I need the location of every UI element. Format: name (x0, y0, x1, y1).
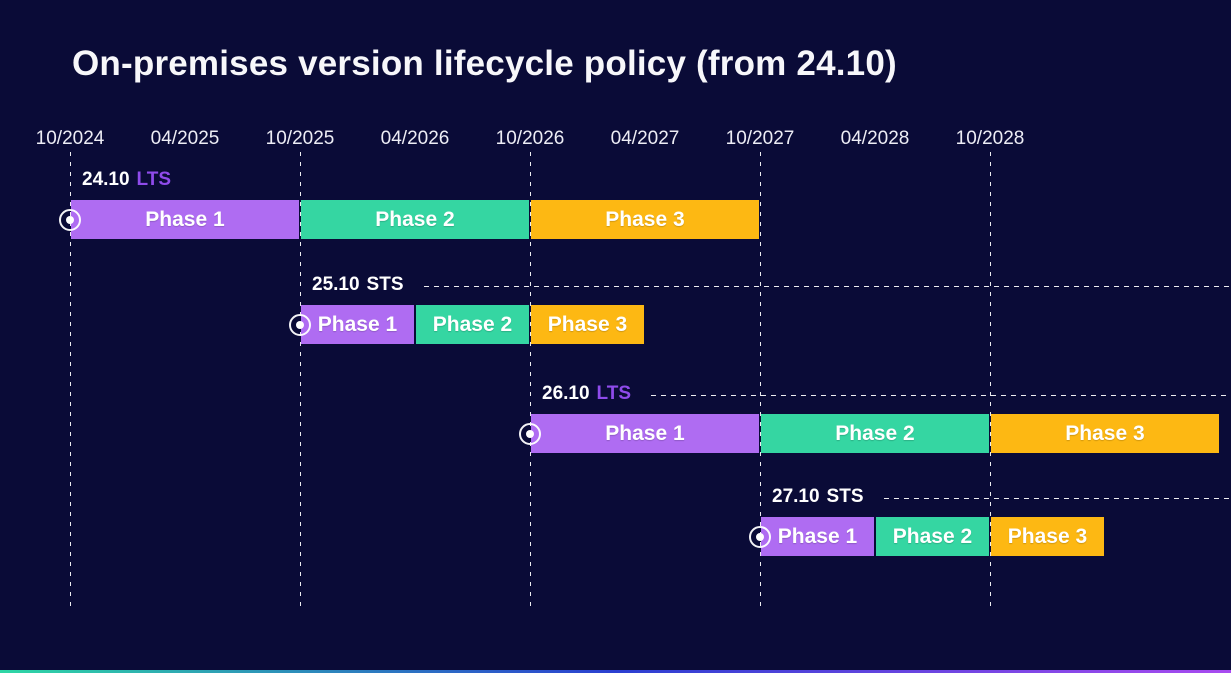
footer-gradient-strip (0, 670, 1231, 673)
phase-bar-1: Phase 1 (531, 414, 759, 453)
phase-label: Phase 2 (432, 312, 513, 336)
release-version: 26.10 (542, 383, 590, 404)
release-point-dot (526, 429, 534, 438)
phase-bar-3: Phase 3 (991, 414, 1219, 453)
axis-tick-label: 04/2025 (150, 128, 220, 149)
phase-bar-2: Phase 2 (876, 517, 989, 556)
release-point-dot (756, 532, 764, 541)
phase-label: Phase 1 (777, 524, 858, 548)
axis-tick-label: 04/2026 (380, 128, 450, 149)
phase-bar-2: Phase 2 (416, 305, 529, 344)
gridline-october (300, 152, 302, 612)
phase-label: Phase 3 (605, 207, 685, 231)
phase-label: Phase 2 (375, 207, 455, 231)
phase-bar-3: Phase 3 (531, 305, 644, 344)
axis-tick-label: 10/2024 (35, 128, 105, 149)
phase-label: Phase 1 (145, 207, 225, 231)
phase-label: Phase 3 (1007, 524, 1088, 548)
release-point-icon (519, 422, 541, 445)
release-point-dot (296, 320, 304, 329)
release-version: 25.10 (312, 274, 360, 295)
phase-bar-1: Phase 1 (301, 305, 414, 344)
release-point-icon (59, 208, 81, 231)
phase-bar-3: Phase 3 (531, 200, 759, 239)
gridline-october (530, 152, 532, 612)
phase-label: Phase 1 (317, 312, 398, 336)
phase-label: Phase 1 (605, 421, 685, 445)
release-point-icon (749, 525, 771, 548)
support-extension-dashed-line (651, 394, 1231, 396)
phase-bar-1: Phase 1 (71, 200, 299, 239)
phase-bar-2: Phase 2 (301, 200, 529, 239)
axis-tick-label: 10/2025 (265, 128, 335, 149)
release-channel: LTS (136, 169, 172, 190)
axis-tick-label: 04/2027 (610, 128, 680, 149)
release-label: 24.10 LTS (82, 168, 1231, 192)
axis-tick-label: 10/2027 (725, 128, 795, 149)
phase-bar-2: Phase 2 (761, 414, 989, 453)
phase-label: Phase 3 (1065, 421, 1145, 445)
release-version: 27.10 (772, 486, 820, 507)
axis-tick-label: 10/2026 (495, 128, 565, 149)
release-label: 26.10 LTS (542, 382, 1231, 406)
release-channel: STS (826, 486, 864, 507)
release-label: 25.10 STS (312, 273, 1231, 297)
phase-bar-3: Phase 3 (991, 517, 1104, 556)
release-channel: STS (366, 274, 404, 295)
chart-title: On-premises version lifecycle policy (fr… (72, 44, 897, 83)
axis-tick-label: 10/2028 (955, 128, 1025, 149)
release-label: 27.10 STS (772, 485, 1231, 509)
release-channel: LTS (596, 383, 632, 404)
gridline-october (70, 152, 72, 612)
gridline-october (990, 152, 992, 612)
support-extension-dashed-line (883, 497, 1231, 499)
phase-label: Phase 3 (547, 312, 628, 336)
release-version: 24.10 (82, 169, 130, 190)
axis-tick-label: 04/2028 (840, 128, 910, 149)
release-point-icon (289, 313, 311, 336)
phase-label: Phase 2 (835, 421, 915, 445)
support-extension-dashed-line (423, 285, 1231, 287)
phase-label: Phase 2 (892, 524, 973, 548)
release-point-dot (66, 215, 74, 224)
phase-bar-1: Phase 1 (761, 517, 874, 556)
gridline-october (760, 152, 762, 612)
